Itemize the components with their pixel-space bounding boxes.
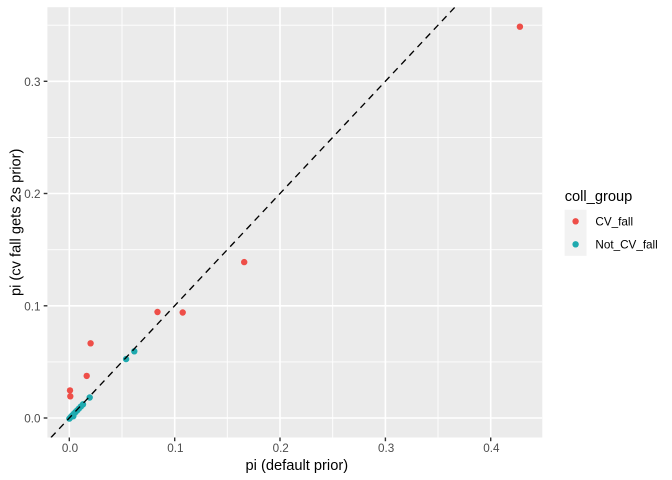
svg-text:coll_group: coll_group [565,189,633,205]
svg-text:0.2: 0.2 [24,188,40,201]
svg-text:CV_fall: CV_fall [595,215,633,228]
svg-text:0.4: 0.4 [483,442,500,455]
svg-text:0.0: 0.0 [24,413,41,426]
svg-text:pi (default prior): pi (default prior) [245,458,348,474]
svg-text:0.1: 0.1 [24,300,40,313]
svg-text:0.2: 0.2 [273,442,289,455]
svg-text:Not_CV_fall: Not_CV_fall [595,238,657,251]
svg-text:0.0: 0.0 [62,442,79,455]
svg-text:0.3: 0.3 [24,76,40,89]
svg-text:0.3: 0.3 [378,442,394,455]
svg-text:0.1: 0.1 [167,442,183,455]
svg-text:pi (cv fall gets 2s prior): pi (cv fall gets 2s prior) [8,149,24,296]
